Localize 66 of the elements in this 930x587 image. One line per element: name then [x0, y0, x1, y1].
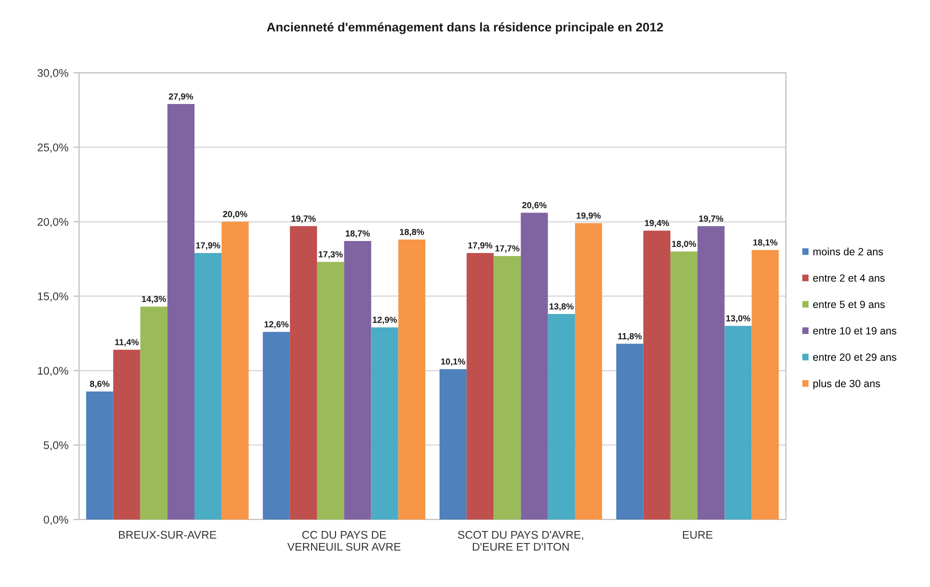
y-tick-label: 20,0%: [38, 218, 68, 228]
y-tick-label: 15,0%: [38, 292, 68, 302]
data-label: 17,9%: [468, 242, 492, 250]
data-label: 11,8%: [618, 333, 642, 341]
bar: [262, 332, 290, 520]
data-label: 17,3%: [318, 251, 343, 259]
bar: [194, 252, 222, 520]
data-label: 19,4%: [645, 220, 670, 228]
bar: [167, 104, 194, 520]
y-tick-label: 0,0%: [44, 516, 68, 525]
data-label: 13,0%: [726, 315, 750, 323]
data-label: 20,0%: [223, 210, 248, 218]
bar: [440, 369, 467, 520]
data-label: 11,4%: [115, 339, 139, 347]
data-label: 10,1%: [441, 358, 466, 366]
data-label: 18,1%: [753, 239, 778, 247]
data-label: 12,6%: [264, 321, 289, 329]
data-label: 13,8%: [550, 303, 574, 311]
legend-label: entre 10 et 19 ans: [813, 327, 896, 334]
x-tick-label: BREUX-SUR-AVRE: [119, 530, 216, 539]
bar: [724, 326, 752, 520]
bar: [290, 226, 318, 520]
bar: [752, 250, 779, 520]
bar: [616, 344, 644, 520]
data-label: 8,6%: [90, 380, 110, 388]
bar: [344, 241, 372, 520]
bar: [574, 223, 602, 520]
bar: [86, 391, 114, 520]
bar: [643, 230, 670, 520]
data-label: 18,7%: [346, 230, 370, 238]
data-label: 12,9%: [372, 316, 397, 324]
y-tick-label: 25,0%: [38, 144, 68, 153]
bar: [548, 314, 575, 520]
x-tick-label: CC DU PAYS DE VERNEUIL SUR AVRE: [287, 530, 400, 551]
bar: [520, 212, 548, 520]
bar: [698, 226, 725, 520]
data-label: 19,7%: [292, 215, 316, 223]
data-label: 14,3%: [142, 296, 166, 304]
bar: [113, 350, 140, 520]
legend-label: moins de 2 ans: [813, 248, 883, 256]
legend-label: entre 20 et 29 ans: [813, 353, 896, 361]
bar: [466, 252, 494, 520]
bar: [371, 327, 398, 520]
legend-label: entre 5 et 9 ans: [813, 300, 885, 308]
data-label: 20,6%: [522, 202, 547, 210]
bar: [398, 240, 426, 520]
bar: [317, 262, 344, 520]
data-label: 17,7%: [495, 245, 520, 253]
bar: [670, 251, 698, 520]
x-tick-label: EURE: [682, 531, 712, 539]
chart-title: Ancienneté d'emménagement dans la résidence principale en 2012: [266, 22, 663, 34]
bar: [494, 256, 521, 520]
legend-label: entre 2 et 4 ans: [813, 274, 885, 282]
bar: [140, 306, 168, 520]
data-label: 19,7%: [699, 215, 724, 223]
x-tick-label: SCOT DU PAYS D'AVRE, D'EURE ET D'ITON: [458, 530, 584, 551]
y-tick-label: 5,0%: [44, 441, 68, 450]
data-label: 18,0%: [672, 240, 696, 248]
data-label: 19,9%: [576, 212, 601, 220]
data-label: 17,9%: [196, 242, 220, 250]
data-label: 27,9%: [168, 93, 194, 101]
bar: [222, 222, 249, 520]
data-label: 18,8%: [400, 228, 424, 236]
y-tick-label: 10,0%: [38, 366, 68, 376]
legend-label: plus de 30 ans: [813, 380, 880, 390]
y-tick-label: 30,0%: [38, 69, 68, 78]
